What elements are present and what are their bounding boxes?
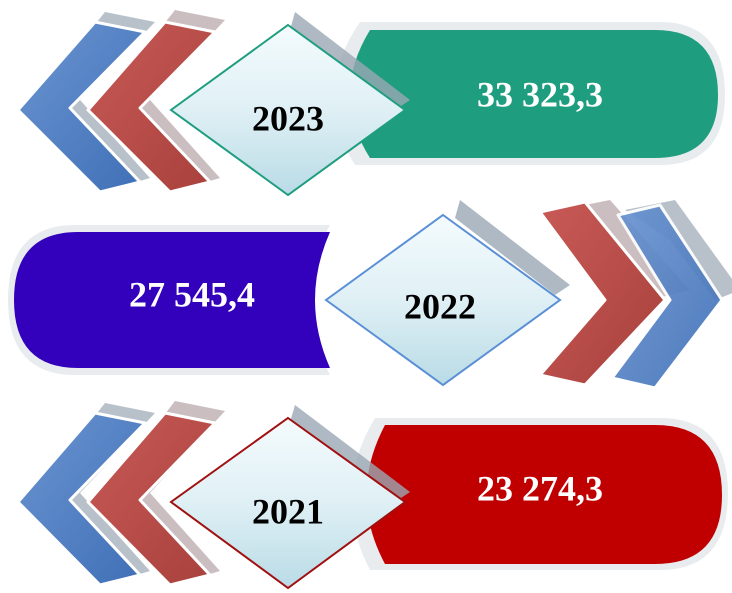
chevron-blue [610, 203, 724, 390]
year-diamond [324, 213, 562, 387]
row-2022: 2022 27 545,4 [8, 200, 732, 390]
row-2023: 2023 33 323,3 [16, 10, 725, 197]
row-2021: 2021 23 274,3 [16, 401, 728, 590]
year-label: 2021 [252, 491, 324, 531]
chevron-blue [16, 411, 147, 587]
chevron-red [86, 20, 217, 194]
year-diamond [169, 416, 407, 590]
diamond-shadow [290, 12, 410, 110]
year-diamond [169, 23, 407, 197]
value-pill [350, 30, 718, 158]
year-label: 2022 [404, 286, 476, 326]
value-label: 27 545,4 [129, 274, 255, 314]
chevron-blue [16, 20, 147, 194]
diamond-shadow [455, 200, 570, 295]
value-label: 23 274,3 [477, 468, 603, 508]
year-label: 2023 [252, 98, 324, 138]
diamond-shadow [290, 405, 410, 502]
value-pill [366, 425, 722, 564]
value-pill [14, 232, 330, 368]
value-label: 33 323,3 [477, 74, 603, 114]
chevron-red [86, 411, 217, 587]
chevron-red [538, 200, 667, 387]
